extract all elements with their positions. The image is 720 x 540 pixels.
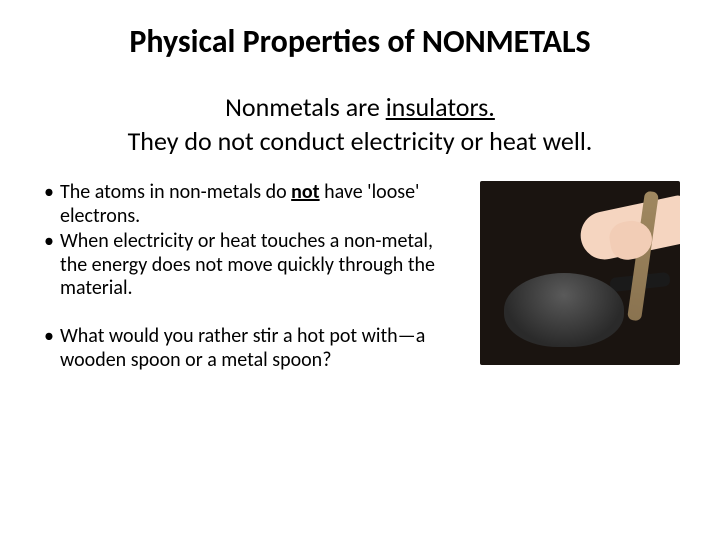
subtitle-line-1: Nonmetals are insulators. <box>40 91 680 123</box>
slide-title: Physical Properties of NONMETALS <box>40 22 680 61</box>
subtitle-block: Nonmetals are insulators. They do not co… <box>40 91 680 157</box>
bullet-1: The atoms in non-metals do not have 'loo… <box>40 181 462 228</box>
bullet-3: What would you rather stir a hot pot wit… <box>40 325 462 372</box>
content-row: The atoms in non-metals do not have 'loo… <box>40 181 680 374</box>
bullet-2: When electricity or heat touches a non-m… <box>40 230 462 301</box>
slide: Physical Properties of NONMETALS Nonmeta… <box>0 0 720 540</box>
bullet-list: The atoms in non-metals do not have 'loo… <box>40 181 462 374</box>
bullet-1-bold: not <box>291 180 319 204</box>
subtitle-underlined: insulators. <box>386 91 495 123</box>
pot-shape <box>504 273 624 347</box>
subtitle-pre: Nonmetals are <box>225 91 386 123</box>
bullet-gap <box>40 303 462 325</box>
stirring-pot-photo <box>480 181 680 365</box>
bullet-1-pre: The atoms in non-metals do <box>60 180 291 204</box>
subtitle-line-2: They do not conduct electricity or heat … <box>40 125 680 157</box>
